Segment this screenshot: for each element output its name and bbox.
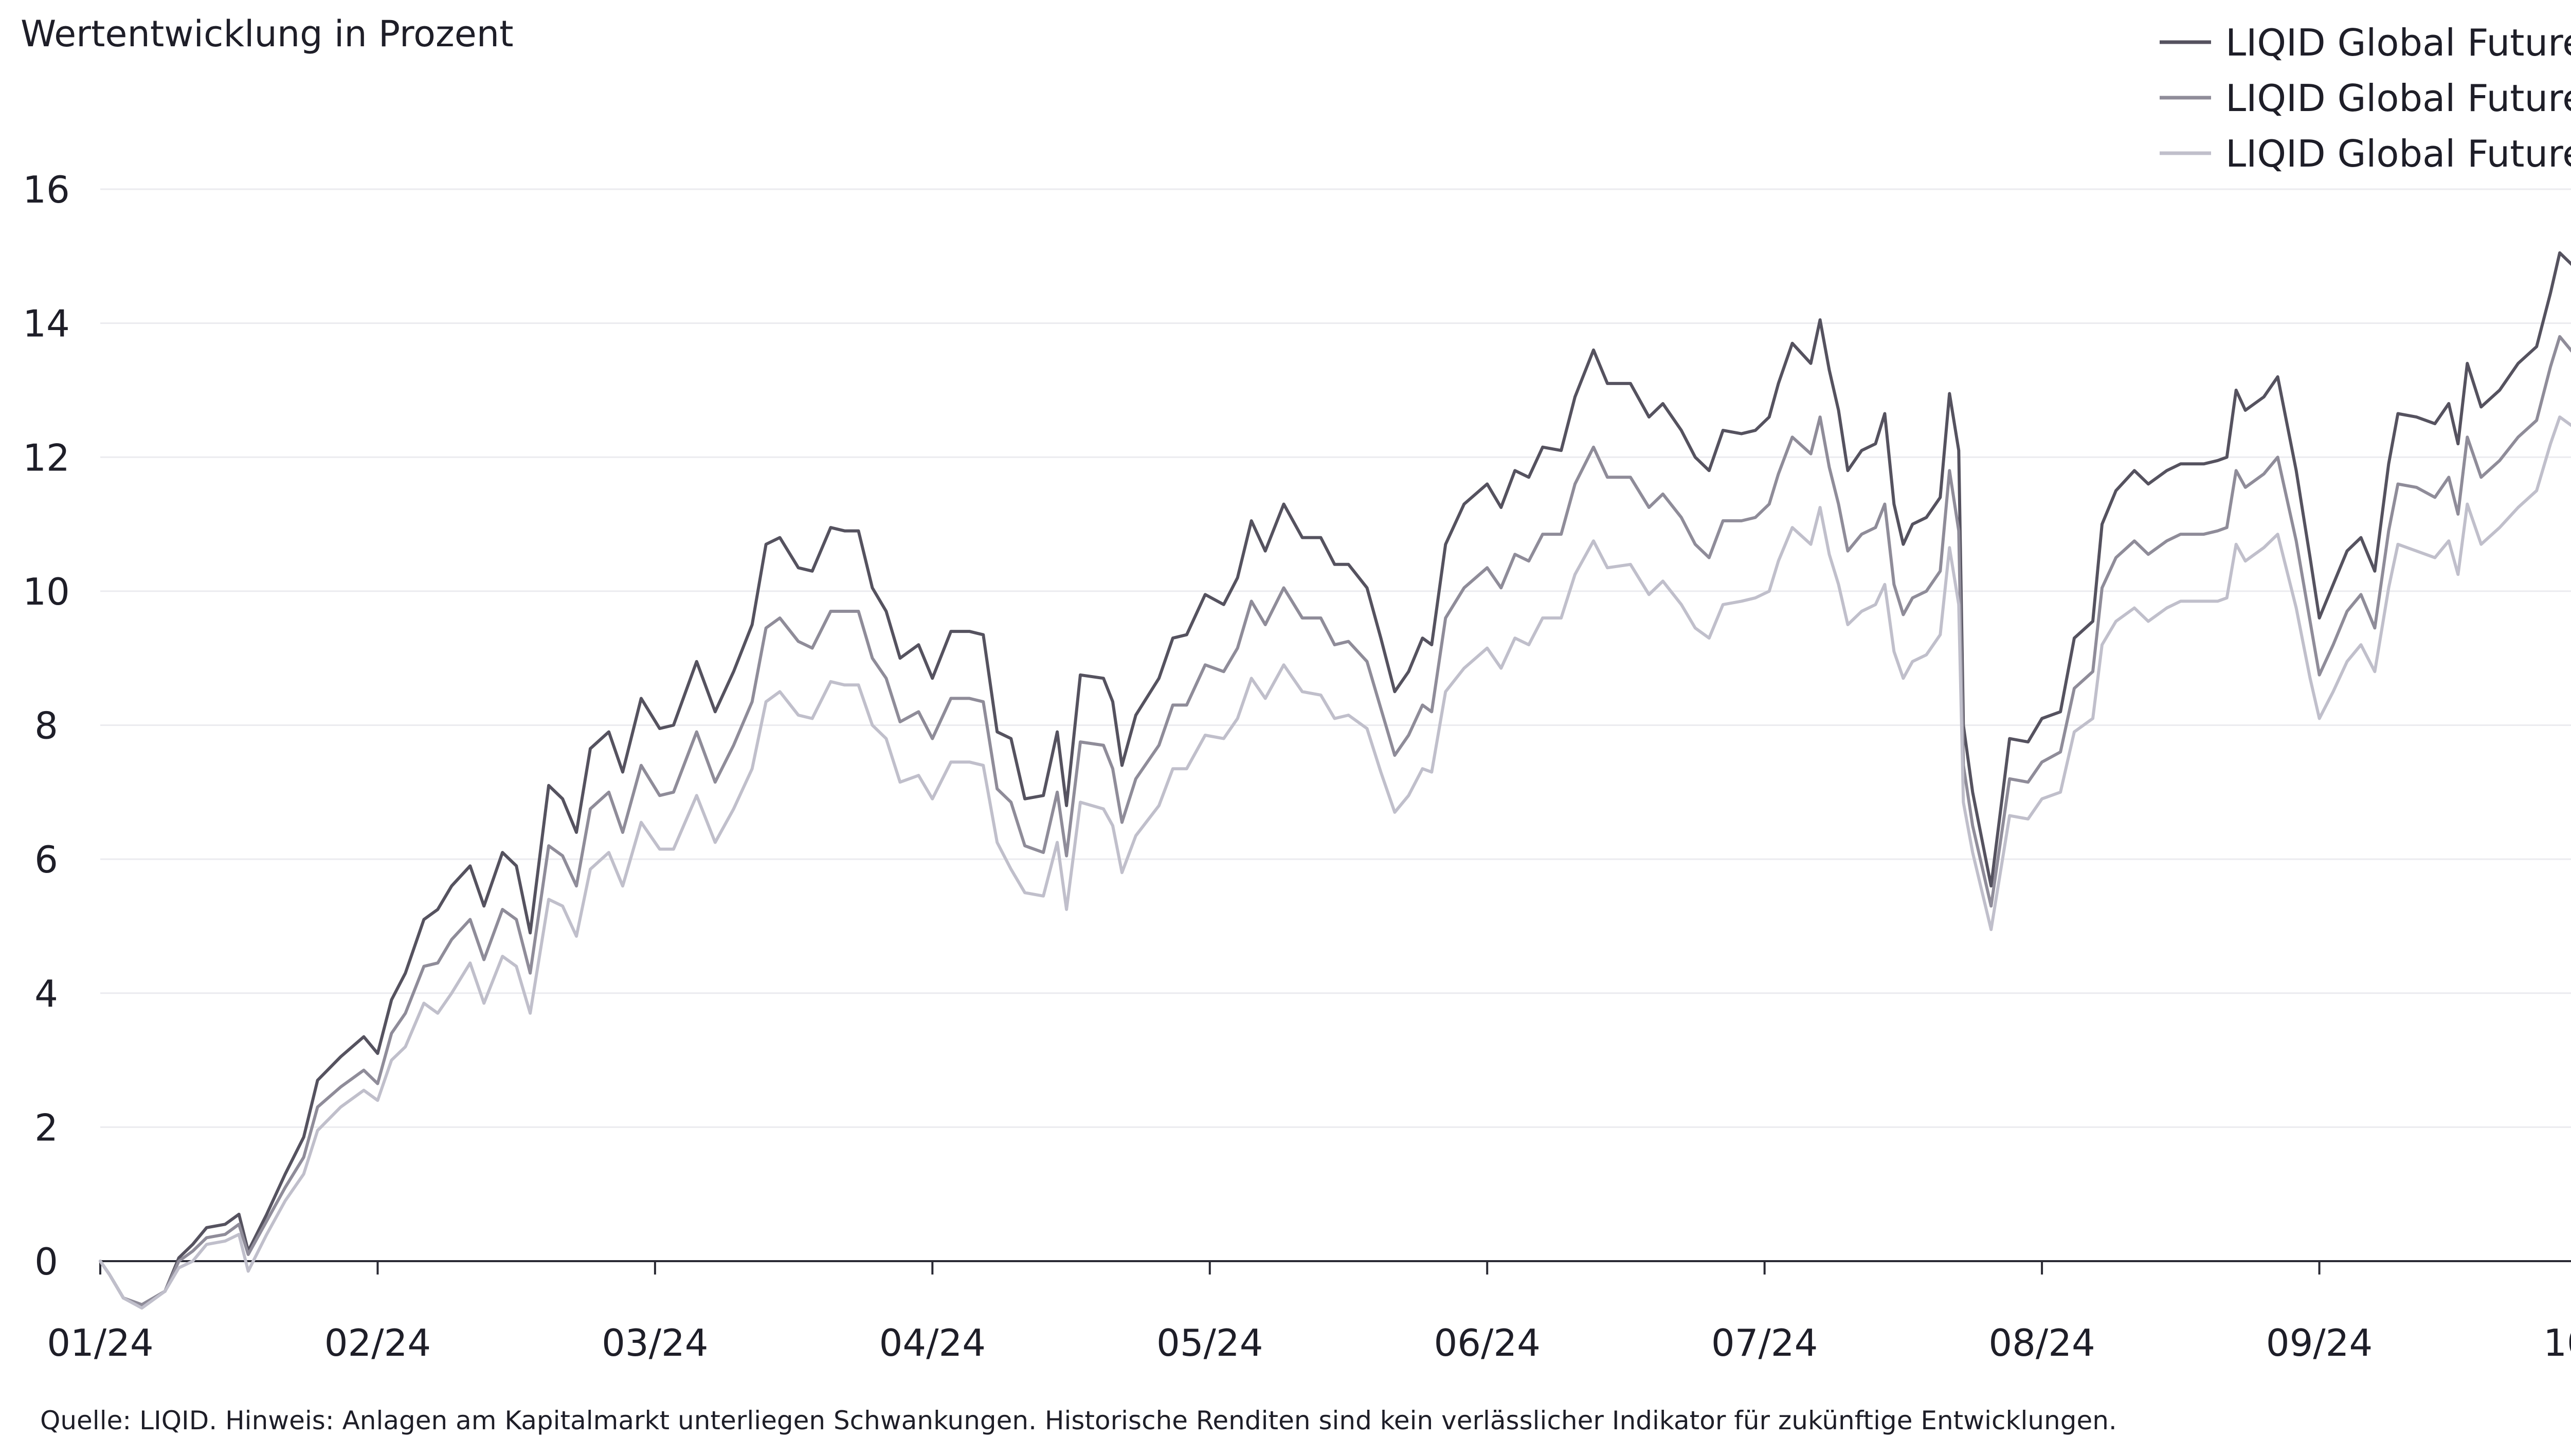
x-tick-label: 02/24 [324, 1321, 431, 1364]
legend-label: LIQID Global Future 80 [2225, 77, 2571, 120]
y-tick-label: 12 [23, 436, 70, 479]
x-tick-label: 05/24 [1156, 1321, 1263, 1364]
y-axis-title: Wertentwicklung in Prozent [21, 13, 514, 55]
y-tick-label: 0 [34, 1240, 58, 1283]
x-tick-label: 10/24 [2543, 1321, 2571, 1364]
x-axis: 01/24 02/24 03/24 04/24 05/24 06/24 07/24 08/24… [47, 1260, 2571, 1364]
y-axis: 0 2 4 6 8 10 12 14 16 [23, 168, 70, 1283]
series-line-3 [99, 415, 2571, 1310]
series-line-2 [99, 335, 2571, 1306]
x-tick-label: 07/24 [1711, 1321, 1818, 1364]
series-line-1 [99, 251, 2571, 1306]
grid-lines [100, 188, 2571, 1128]
series-lines [99, 251, 2571, 1310]
x-tick-label: 04/24 [879, 1321, 986, 1364]
y-tick-label: 2 [34, 1106, 58, 1149]
x-tick-label: 08/24 [1988, 1321, 2095, 1364]
legend-label: LIQID Global Future 70 [2225, 132, 2571, 175]
x-tick-label: 01/24 [47, 1321, 154, 1364]
x-tick-label: 03/24 [602, 1321, 709, 1364]
y-tick-label: 6 [34, 838, 58, 881]
y-tick-label: 16 [23, 168, 70, 211]
y-tick-label: 4 [34, 972, 58, 1015]
source-note: Quelle: LIQID. Hinweis: Anlagen am Kapit… [40, 1406, 2117, 1435]
legend: LIQID Global Future 90 LIQID Global Futur… [2160, 21, 2571, 175]
y-tick-label: 10 [23, 570, 70, 613]
y-tick-label: 14 [23, 302, 70, 345]
x-tick-label: 09/24 [2266, 1321, 2373, 1364]
y-tick-label: 8 [34, 704, 58, 748]
x-tick-label: 06/24 [1434, 1321, 1541, 1364]
legend-label: LIQID Global Future 90 [2225, 21, 2571, 64]
